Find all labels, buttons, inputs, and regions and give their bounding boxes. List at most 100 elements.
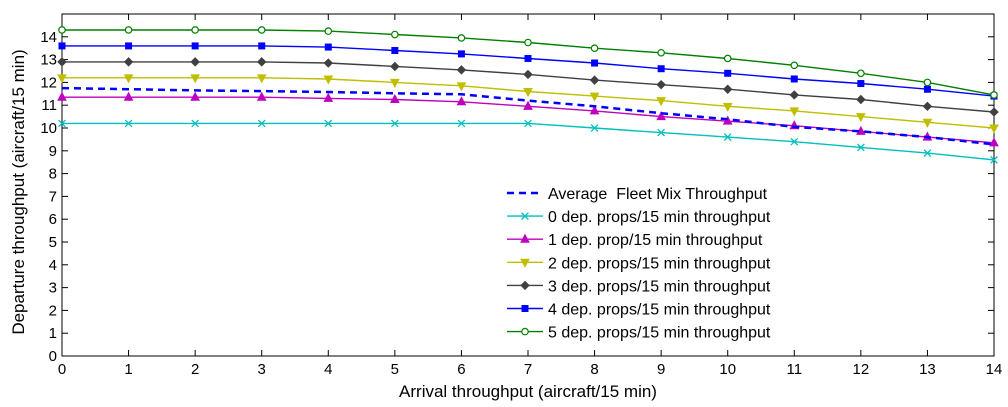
data-point — [989, 107, 999, 117]
data-point — [857, 69, 865, 78]
x-tick-label: 3 — [258, 361, 266, 378]
data-point — [123, 57, 134, 67]
data-point — [257, 57, 267, 67]
data-point — [724, 69, 732, 77]
legend-item: 4 dep. props/15 min throughput — [507, 302, 771, 319]
x-tick-label: 1 — [124, 361, 132, 378]
x-tick-label: 5 — [391, 361, 399, 378]
data-point — [124, 26, 133, 34]
data-point — [58, 42, 66, 50]
legend-item: 2 dep. props/15 min throughput — [507, 255, 771, 272]
data-point — [324, 43, 332, 51]
data-point — [391, 46, 399, 54]
legend-marker — [520, 280, 530, 291]
legend-label: 1 dep. prop/15 min throughput — [548, 232, 763, 249]
data-point — [722, 102, 733, 112]
data-point — [989, 137, 999, 147]
data-point — [657, 65, 665, 73]
data-point — [923, 78, 932, 87]
y-tick-label: 14 — [40, 29, 57, 46]
y-tick-label: 3 — [49, 280, 57, 297]
x-tick-label: 12 — [853, 361, 870, 378]
data-point — [923, 85, 931, 93]
data-point — [989, 124, 999, 134]
legend-label: 2 dep. props/15 min throughput — [548, 255, 771, 272]
series-group — [57, 26, 999, 164]
data-point — [457, 119, 466, 128]
data-point — [591, 59, 599, 67]
data-point — [657, 128, 666, 137]
data-point — [391, 30, 399, 39]
data-point — [922, 101, 933, 112]
data-point — [390, 93, 400, 103]
x-tick-label: 11 — [786, 361, 802, 378]
x-tick-label: 4 — [324, 361, 332, 378]
data-point — [656, 79, 666, 90]
data-point — [58, 119, 66, 128]
y-tick-label: 5 — [49, 234, 57, 251]
data-point — [524, 54, 532, 62]
data-point — [58, 26, 66, 34]
data-point — [590, 44, 599, 53]
data-point — [922, 118, 933, 128]
y-tick-label: 7 — [49, 188, 57, 205]
data-point — [457, 34, 466, 42]
legend-marker — [520, 233, 530, 243]
data-point — [723, 84, 733, 94]
data-point — [456, 96, 467, 106]
data-point — [390, 119, 399, 128]
data-point — [123, 74, 134, 84]
y-tick-label: 12 — [40, 74, 57, 91]
data-point — [57, 57, 67, 67]
data-point — [723, 54, 732, 63]
data-point — [190, 74, 200, 84]
legend-item: 0 dep. props/15 min throughput — [507, 209, 771, 226]
data-point — [723, 133, 732, 141]
data-point — [256, 74, 267, 84]
y-tick-label: 1 — [49, 325, 57, 342]
data-point — [923, 149, 932, 157]
y-axis-title: Departure throughput (aircraft/15 min) — [9, 49, 28, 334]
legend-item: Average Fleet Mix Throughput — [507, 186, 768, 203]
data-point — [190, 57, 200, 67]
y-tick-label: 10 — [40, 120, 57, 137]
legend-marker — [521, 212, 529, 220]
data-point — [589, 105, 600, 115]
data-point — [589, 75, 600, 85]
series-2 — [57, 91, 999, 147]
data-point — [125, 42, 133, 50]
data-point — [457, 50, 465, 58]
data-point — [523, 100, 533, 110]
data-point — [123, 91, 134, 101]
legend-item: 5 dep. props/15 min throughput — [507, 325, 771, 342]
data-point — [722, 115, 733, 125]
legend-label: 0 dep. props/15 min throughput — [548, 209, 771, 226]
series-6 — [58, 26, 998, 99]
data-point — [657, 48, 665, 57]
y-tick-label: 4 — [49, 257, 57, 274]
data-point — [191, 42, 199, 50]
data-point — [524, 38, 532, 47]
legend-label: 5 dep. props/15 min throughput — [548, 325, 771, 342]
data-point — [590, 124, 599, 132]
data-point — [856, 94, 866, 105]
x-tick-label: 8 — [590, 361, 598, 378]
legend-marker — [521, 305, 529, 312]
data-point — [190, 91, 200, 101]
data-point — [990, 91, 998, 99]
legend-item: 1 dep. prop/15 min throughput — [507, 232, 763, 249]
x-tick-label: 0 — [58, 361, 66, 378]
y-tick-label: 9 — [49, 143, 57, 160]
data-point — [323, 92, 334, 102]
data-point — [323, 75, 334, 85]
data-point — [990, 156, 998, 164]
data-point — [324, 27, 333, 35]
data-point — [257, 26, 266, 34]
y-tick-label: 11 — [41, 97, 57, 114]
legend-item: 3 dep. props/15 min throughput — [507, 278, 771, 295]
data-point — [57, 74, 67, 84]
data-point — [856, 143, 865, 152]
data-point — [390, 78, 400, 88]
